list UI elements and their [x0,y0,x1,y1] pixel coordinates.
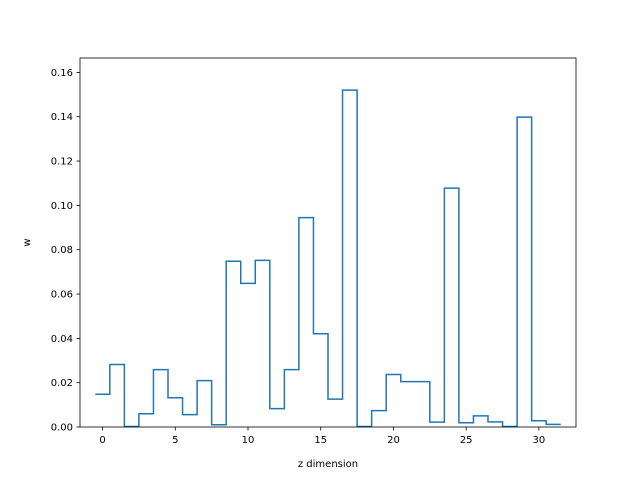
y-tick-label: 0.02 [51,378,73,389]
y-tick-label: 0.14 [51,112,73,123]
y-tick-label: 0.10 [51,201,73,212]
x-axis-label: z dimension [298,459,358,470]
y-tick-label: 0.00 [51,423,73,434]
y-tick-label: 0.12 [51,157,73,168]
x-tick-label: 0 [99,435,105,446]
x-tick-label: 15 [314,435,327,446]
y-axis-label: w [22,238,33,246]
x-tick-label: 25 [460,435,473,446]
series-line [95,89,561,428]
x-tick-label: 20 [387,435,400,446]
x-tick-label: 5 [172,435,178,446]
y-ticks: 0.00 0.02 0.04 0.06 0.08 0.10 0.12 0.14 0.16 [51,68,80,434]
x-ticks: 0 5 10 15 20 25 30 [99,427,545,446]
y-tick-label: 0.06 [51,290,73,301]
y-tick-label: 0.04 [51,334,73,345]
x-tick-label: 10 [242,435,255,446]
y-tick-label: 0.16 [51,68,73,79]
plot-frame [79,57,577,428]
y-tick-label: 0.08 [51,245,73,256]
x-tick-label: 30 [533,435,546,446]
